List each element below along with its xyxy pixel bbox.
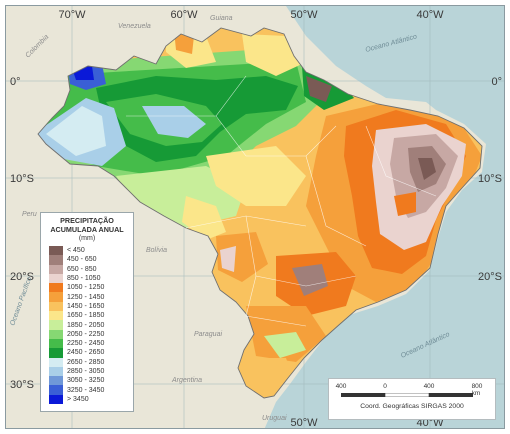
legend-swatch	[49, 394, 63, 405]
legend-swatch	[49, 357, 63, 367]
scale-tick-label: 800 km	[471, 383, 483, 397]
legend-item: 1850 - 2050	[49, 320, 133, 330]
legend-label: 1250 - 1450	[67, 293, 105, 301]
legend-label: 1050 - 1250	[67, 284, 105, 292]
legend-item: 3250 - 3450	[49, 385, 133, 395]
place-uruguai: Uruguai	[262, 415, 287, 422]
legend-label: 1650 - 1850	[67, 312, 105, 320]
scale-caption: Coord. Geográficas SIRGAS 2000	[360, 403, 464, 410]
legend-label: 1450 - 1650	[67, 302, 105, 310]
place-bolivia: Bolívia	[146, 247, 167, 254]
legend-items: < 450 450 - 650 650 - 850 850 - 1050 1050 - …	[49, 246, 133, 405]
legend-label: 2450 - 2650	[67, 349, 105, 357]
scale-tick-label: 400	[335, 383, 347, 390]
lon-label-50w: 50°W	[290, 9, 318, 21]
legend-label: 450 - 650	[67, 256, 97, 264]
legend-item: 2050 - 2250	[49, 329, 133, 339]
legend-item: 450 - 650	[49, 255, 133, 265]
legend-title: PRECIPITAÇÃO ACUMULADA ANUAL	[41, 216, 133, 234]
place-peru: Peru	[22, 211, 37, 218]
legend-item: 2450 - 2650	[49, 348, 133, 358]
legend-item: 3050 - 3250	[49, 376, 133, 386]
lat-label-20s: 20°S	[10, 271, 34, 283]
scale-bar-graphic	[341, 393, 473, 397]
precipitation-legend: PRECIPITAÇÃO ACUMULADA ANUAL (mm) < 450 4…	[40, 212, 134, 412]
legend-label: 850 - 1050	[67, 275, 101, 283]
lat-label-0: 0°	[10, 76, 21, 88]
lat-label-0-right: 0°	[491, 76, 502, 88]
legend-swatch	[49, 301, 63, 312]
lat-label-10s: 10°S	[10, 173, 34, 185]
lat-label-30s: 30°S	[10, 379, 34, 391]
legend-title-line1: PRECIPITAÇÃO	[60, 216, 114, 225]
lon-label-50w-bottom: 50°W	[290, 417, 318, 429]
legend-swatch	[49, 320, 63, 330]
legend-item: 1650 - 1850	[49, 311, 133, 321]
lon-label-40w: 40°W	[416, 9, 444, 21]
legend-item: 2250 - 2450	[49, 338, 133, 349]
legend-item: 2650 - 2850	[49, 357, 133, 367]
scale-bar: 400 0 400 800 km Coord. Geográficas SIRG…	[328, 378, 496, 420]
legend-swatch	[49, 338, 63, 349]
legend-swatch	[49, 283, 63, 293]
legend-label: 1850 - 2050	[67, 321, 105, 329]
legend-label: > 3450	[67, 395, 89, 403]
lon-label-70w: 70°W	[58, 9, 86, 21]
scale-ticks: 400 0 400 800 km	[335, 383, 483, 397]
legend-swatch	[49, 385, 63, 395]
legend-item: 1050 - 1250	[49, 283, 133, 293]
legend-item: 2850 - 3050	[49, 366, 133, 377]
lon-label-40w-bottom: 40°W	[416, 417, 444, 429]
state-boundaries	[126, 75, 437, 327]
lat-label-20s-right: 20°S	[478, 271, 502, 283]
legend-label: 2850 - 3050	[67, 368, 105, 375]
legend-label: 3050 - 3250	[67, 377, 105, 385]
brazil-border	[37, 27, 483, 399]
legend-swatch	[49, 329, 63, 339]
scale-tick-label: 0	[383, 383, 387, 390]
legend-swatch	[49, 292, 63, 302]
legend-swatch	[49, 246, 63, 256]
legend-label: 3250 - 3450	[67, 386, 105, 394]
precipitation-map: 70°W 60°W 50°W 40°W 50°W 40°W 0° 10°S 20…	[5, 5, 505, 429]
legend-swatch	[49, 311, 63, 321]
legend-item: 1450 - 1650	[49, 301, 133, 312]
lat-label-10s-right: 10°S	[478, 173, 502, 185]
place-guiana: Guiana	[210, 15, 233, 22]
legend-label: 2050 - 2250	[67, 330, 105, 338]
legend-swatch	[49, 264, 63, 274]
place-paraguai: Paraguai	[194, 331, 222, 338]
legend-label: < 450	[67, 247, 85, 255]
legend-label: 2250 - 2450	[67, 340, 105, 348]
legend-label: 650 - 850	[67, 265, 97, 273]
legend-swatch	[49, 348, 63, 358]
place-argentina: Argentina	[171, 377, 202, 384]
legend-swatch	[49, 366, 63, 377]
legend-item: < 450	[49, 246, 133, 256]
legend-swatch	[49, 376, 63, 386]
legend-item: 650 - 850	[49, 264, 133, 274]
legend-title-line2: ACUMULADA ANUAL	[50, 225, 124, 234]
legend-swatch	[49, 273, 63, 284]
legend-item: 1250 - 1450	[49, 292, 133, 302]
legend-item: 850 - 1050	[49, 273, 133, 284]
lon-label-60w: 60°W	[170, 9, 198, 21]
legend-item: > 3450	[49, 394, 133, 405]
legend-label: 2650 - 2850	[67, 358, 105, 366]
legend-swatch	[49, 255, 63, 265]
place-venezuela: Venezuela	[118, 23, 151, 30]
legend-unit: (mm)	[78, 235, 96, 242]
scale-tick-label: 400	[423, 383, 435, 390]
